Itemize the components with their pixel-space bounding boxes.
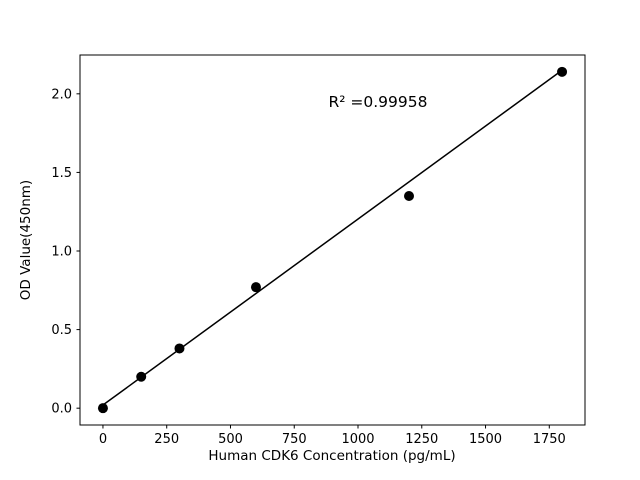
- x-tick-label: 1750: [533, 432, 566, 447]
- x-tick-label: 1000: [341, 432, 374, 447]
- y-tick-label: 0.0: [51, 402, 72, 417]
- data-point: [136, 371, 147, 382]
- y-tick-label: 1.5: [51, 166, 72, 181]
- data-point: [174, 343, 185, 354]
- x-tick-label: 250: [154, 432, 179, 447]
- data-series: [97, 66, 568, 414]
- data-point: [250, 282, 261, 293]
- y-tick-label: 0.5: [51, 323, 72, 338]
- data-point: [97, 403, 108, 414]
- x-tick-label: 500: [218, 432, 243, 447]
- x-tick-label: 750: [282, 432, 307, 447]
- axis-ticks: 0 250 500 750 1000 1250 1500 1750 0.0 0.5 1.0 1.5 2.…: [51, 87, 566, 447]
- x-tick-label: 1250: [405, 432, 438, 447]
- data-point: [404, 190, 415, 201]
- x-tick-label: 0: [99, 432, 107, 447]
- data-point: [557, 66, 568, 77]
- x-axis-label: Human CDK6 Concentration (pg/mL): [208, 448, 455, 464]
- y-tick-label: 2.0: [51, 87, 72, 102]
- r-squared-annotation: R² =0.99958: [329, 93, 428, 111]
- y-tick-label: 1.0: [51, 245, 72, 260]
- y-axis-label: OD Value(450nm): [18, 180, 34, 300]
- x-tick-label: 1500: [469, 432, 502, 447]
- plot-border: [79, 54, 586, 426]
